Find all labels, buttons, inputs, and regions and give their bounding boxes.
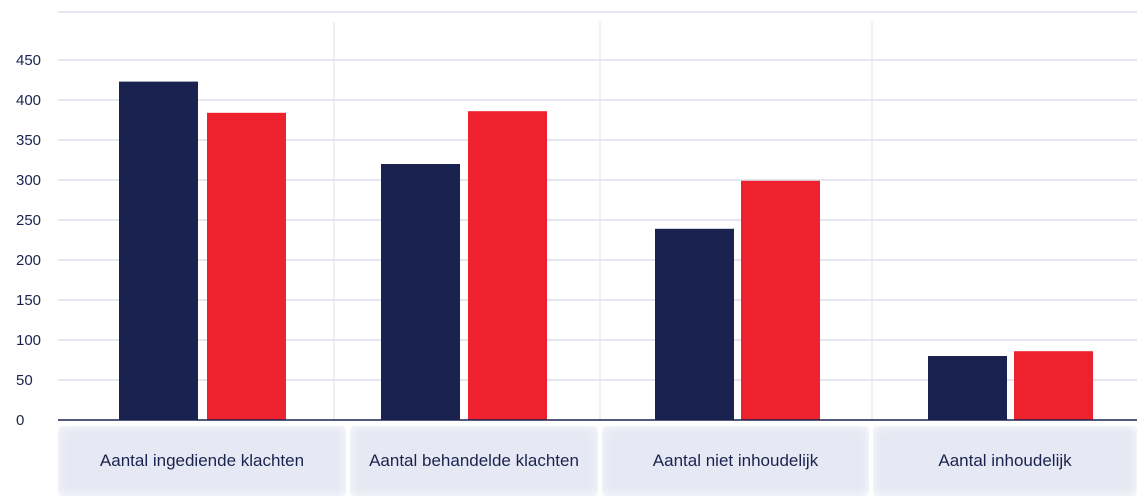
bar-chart: 0 50 100 150 200 250 300 350 400 450 [16, 11, 1137, 426]
y-tick-label: 0 [16, 412, 24, 426]
bar-series-2-cat-1 [207, 112, 286, 421]
category-label-inhoudelijk: Aantal inhoudelijk [873, 426, 1137, 496]
bar-series-2-cat-2 [468, 111, 547, 420]
category-label-text: Aantal inhoudelijk [938, 451, 1072, 470]
y-tick-label: 50 [16, 372, 33, 389]
y-tick-label: 250 [16, 212, 41, 229]
category-label-ingediende: Aantal ingediende klachten [58, 426, 346, 496]
bar-series-2-cat-4 [1014, 351, 1093, 420]
bar-series-1-cat-3 [655, 228, 734, 420]
bar-series-1-cat-1 [119, 81, 198, 420]
category-label-niet-inhoudelijk: Aantal niet inhoudelijk [602, 426, 869, 496]
bar-series-2-cat-3 [741, 180, 820, 420]
bar-series-1-cat-2 [381, 164, 460, 420]
category-label-behandelde: Aantal behandelde klachten [350, 426, 598, 496]
y-tick-label: 450 [16, 52, 41, 69]
bars [119, 81, 1093, 421]
category-label-text: Aantal behandelde klachten [369, 451, 579, 470]
category-label-text: Aantal ingediende klachten [99, 451, 305, 470]
y-tick-label: 400 [16, 92, 41, 109]
bar-series-1-cat-4 [928, 356, 1007, 420]
y-tick-label: 350 [16, 132, 41, 149]
y-tick-label: 300 [16, 172, 41, 189]
y-tick-label: 200 [16, 252, 41, 269]
category-label-text: Aantal niet inhoudelijk [652, 451, 819, 470]
y-tick-label: 150 [16, 292, 41, 309]
y-axis-ticks: 0 50 100 150 200 250 300 350 400 450 [16, 52, 41, 426]
y-tick-label: 100 [16, 332, 41, 349]
